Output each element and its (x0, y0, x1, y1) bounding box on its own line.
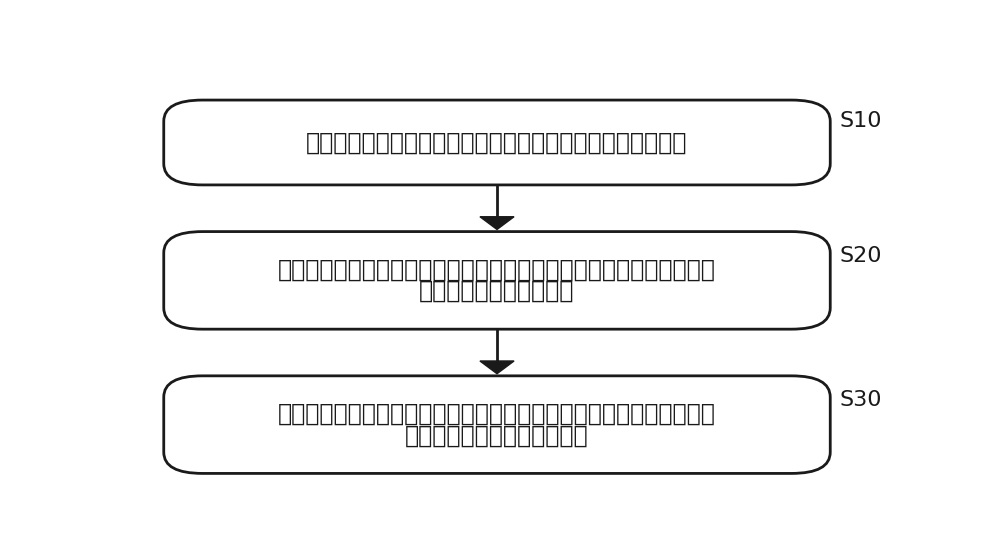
Polygon shape (480, 361, 514, 374)
Polygon shape (480, 217, 514, 229)
Text: 检数据形成第二检测数据: 检数据形成第二检测数据 (419, 279, 575, 303)
FancyBboxPatch shape (164, 376, 830, 473)
Text: 根据所述第一检测数据和第二检测数据输出的过程检验结果确定对所述: 根据所述第一检测数据和第二检测数据输出的过程检验结果确定对所述 (278, 402, 716, 426)
Text: 按照预设抽检产品数，获取所述有效检测工位若干个已检电子产品的复: 按照预设抽检产品数，获取所述有效检测工位若干个已检电子产品的复 (278, 258, 716, 282)
FancyBboxPatch shape (164, 231, 830, 329)
Text: 获取检测设备上有效检测工位反馈的电子产品的第一检测数据: 获取检测设备上有效检测工位反馈的电子产品的第一检测数据 (306, 131, 688, 154)
Text: S30: S30 (840, 390, 882, 410)
FancyBboxPatch shape (164, 100, 830, 185)
Text: S10: S10 (840, 111, 882, 131)
Text: S20: S20 (840, 246, 882, 266)
Text: 有效检测工位状态的调整方式: 有效检测工位状态的调整方式 (405, 423, 589, 447)
